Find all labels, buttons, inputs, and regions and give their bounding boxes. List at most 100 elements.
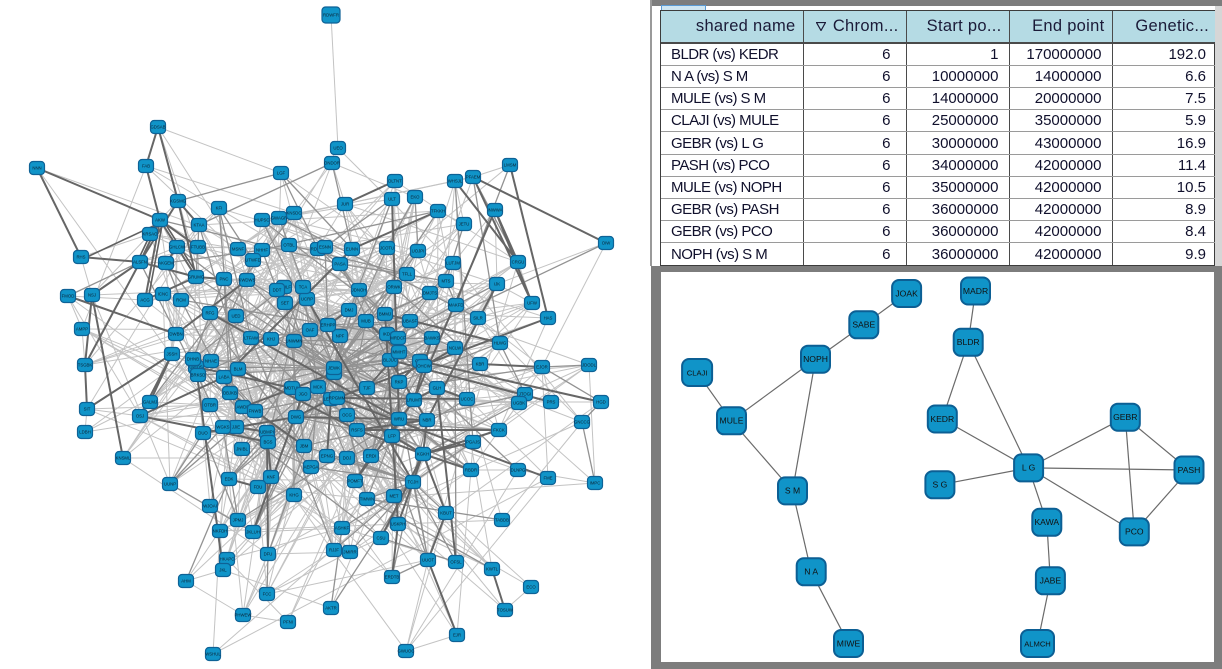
- svg-text:AMPP: AMPP: [76, 327, 88, 332]
- svg-text:GHLCW: GHLCW: [169, 245, 186, 250]
- svg-text:ASHKF: ASHKF: [335, 526, 350, 531]
- svg-text:BLDR: BLDR: [957, 337, 980, 347]
- svg-text:EKO: EKO: [410, 195, 420, 200]
- svg-text:UOJPI: UOJPI: [412, 249, 425, 254]
- svg-text:MCK: MCK: [313, 385, 323, 390]
- svg-text:KNF: KNF: [267, 475, 276, 480]
- svg-text:HKAPC: HKAPC: [220, 557, 235, 562]
- svg-text:UCOC: UCOC: [461, 397, 474, 402]
- svg-text:FNWB: FNWB: [249, 409, 262, 414]
- svg-text:FCC: FCC: [263, 592, 272, 597]
- svg-text:LDBH: LDBH: [79, 430, 90, 435]
- svg-text:NPF: NPF: [336, 334, 345, 339]
- svg-text:TFLL: TFLL: [402, 272, 413, 277]
- svg-text:JKLUH: JKLUH: [246, 530, 260, 535]
- svg-text:NOPH: NOPH: [803, 354, 828, 364]
- svg-text:MIWE: MIWE: [837, 638, 861, 648]
- svg-text:BMMJ: BMMJ: [379, 312, 391, 317]
- svg-text:AKTR: AKTR: [325, 606, 336, 611]
- svg-text:NKFDH: NKFDH: [213, 529, 228, 534]
- svg-text:OAF: OAF: [306, 328, 315, 333]
- svg-text:AKW: AKW: [155, 218, 166, 223]
- svg-text:IJK: IJK: [494, 282, 500, 287]
- svg-text:WJOAI: WJOAI: [203, 504, 217, 509]
- svg-text:ESNN: ESNN: [319, 245, 331, 250]
- svg-text:DBJKB: DBJKB: [223, 391, 237, 396]
- svg-text:KHG: KHG: [289, 493, 299, 498]
- svg-text:AKGEM: AKGEM: [158, 261, 174, 266]
- svg-text:MDTUL: MDTUL: [285, 386, 300, 391]
- svg-text:RSFS: RSFS: [351, 428, 363, 433]
- svg-text:DWBN: DWBN: [169, 332, 182, 337]
- svg-text:TOSUW: TOSUW: [497, 608, 514, 613]
- svg-text:PHWEW: PHWEW: [235, 613, 253, 618]
- svg-text:KBR: KBR: [476, 362, 485, 367]
- svg-text:GALMJ: GALMJ: [143, 400, 157, 405]
- svg-text:AHM: AHM: [181, 579, 191, 584]
- svg-text:JEWK: JEWK: [328, 366, 340, 371]
- svg-text:JOAK: JOAK: [895, 288, 918, 298]
- svg-text:JGO: JGO: [299, 392, 308, 397]
- svg-text:PASA: PASA: [334, 262, 345, 267]
- svg-text:KBUT: KBUT: [440, 511, 452, 516]
- svg-text:OCG: OCG: [342, 413, 352, 418]
- svg-text:KGKH: KGKH: [417, 452, 429, 457]
- svg-text:LMSM: LMSM: [504, 163, 517, 168]
- svg-text:ULT: ULT: [388, 197, 396, 202]
- svg-text:KNSML: KNSML: [116, 456, 131, 461]
- svg-text:UEO: UEO: [333, 146, 343, 151]
- svg-text:LTFAW: LTFAW: [244, 336, 259, 341]
- svg-text:UUOT: UUOT: [422, 558, 435, 563]
- svg-text:WRU: WRU: [394, 417, 404, 422]
- svg-text:PRS: PRS: [547, 400, 556, 405]
- svg-text:KWDWS: KWDWS: [239, 278, 256, 283]
- svg-text:DFU: DFU: [264, 552, 273, 557]
- svg-text:JPMJ: JPMJ: [233, 518, 244, 523]
- svg-text:GWUOC: GWUOC: [398, 649, 415, 654]
- svg-text:GLH: GLH: [433, 386, 442, 391]
- svg-text:TCA: TCA: [299, 285, 308, 290]
- svg-text:KAWA: KAWA: [1034, 517, 1059, 527]
- svg-text:RCM: RCM: [176, 298, 186, 303]
- svg-text:PCO: PCO: [1125, 527, 1144, 537]
- svg-text:ALMCH: ALMCH: [1024, 639, 1051, 648]
- svg-text:AEPGA: AEPGA: [304, 465, 319, 470]
- svg-text:TABDB: TABDB: [495, 518, 509, 523]
- svg-text:PFAEM: PFAEM: [466, 175, 481, 180]
- svg-text:MULE: MULE: [720, 416, 744, 426]
- svg-text:SIT: SIT: [84, 407, 91, 412]
- svg-text:JBM: JBM: [300, 444, 309, 449]
- svg-text:ORWK: ORWK: [387, 285, 400, 290]
- svg-text:MTS: MTS: [441, 279, 450, 284]
- svg-text:UFW: UFW: [527, 301, 538, 306]
- svg-text:DMJTS: DMJTS: [423, 291, 437, 296]
- svg-text:GDSAB: GDSAB: [150, 125, 165, 130]
- svg-text:DHNB: DHNB: [187, 357, 199, 362]
- svg-text:RDWFR: RDWFR: [323, 13, 339, 18]
- svg-text:AWDR: AWDR: [237, 405, 250, 410]
- svg-text:TSGBK: TSGBK: [78, 363, 93, 368]
- svg-text:OHCW: OHCW: [417, 364, 432, 369]
- svg-text:OTBL: OTBL: [283, 243, 295, 248]
- svg-text:MAKFD: MAKFD: [448, 303, 463, 308]
- svg-text:UTWFD: UTWFD: [245, 258, 261, 263]
- svg-text:UBMPI: UBMPI: [260, 430, 274, 435]
- svg-text:UUNP: UUNP: [164, 482, 176, 487]
- svg-text:ERDI: ERDI: [366, 454, 376, 459]
- svg-text:FDU: FDU: [254, 485, 263, 490]
- svg-text:FKCK: FKCK: [493, 428, 505, 433]
- svg-text:UCRP: UCRP: [301, 297, 313, 302]
- svg-text:LUTJM: LUTJM: [446, 261, 460, 266]
- svg-text:PFNI: PFNI: [283, 620, 293, 625]
- svg-text:TFKKH: TFKKH: [431, 209, 445, 214]
- svg-text:OTBR: OTBR: [204, 403, 216, 408]
- svg-text:NCLW: NCLW: [449, 346, 462, 351]
- svg-text:DOJ: DOJ: [343, 456, 352, 461]
- svg-text:MMHT: MMHT: [393, 350, 406, 355]
- svg-text:L G: L G: [1022, 463, 1036, 473]
- svg-text:ERHPP: ERHPP: [321, 323, 336, 328]
- svg-text:POMFT: POMFT: [347, 479, 362, 484]
- svg-text:KHJ: KHJ: [267, 337, 275, 342]
- svg-text:SABE: SABE: [852, 320, 875, 330]
- svg-text:FTUBB: FTUBB: [191, 245, 205, 250]
